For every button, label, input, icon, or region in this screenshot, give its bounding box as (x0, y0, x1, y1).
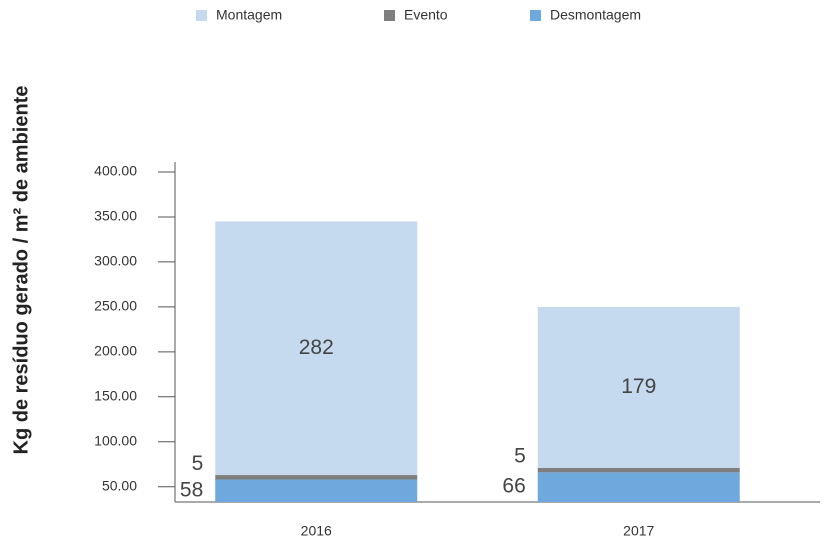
y-tick-label: 300.00 (94, 253, 137, 269)
legend-label: Evento (404, 7, 448, 23)
y-tick-label: 400.00 (94, 163, 137, 179)
bar-segment (215, 479, 418, 502)
x-tick-label: 2016 (301, 523, 332, 539)
data-label: 5 (192, 452, 204, 475)
y-tick-label: 350.00 (94, 208, 137, 224)
legend-swatch (530, 10, 541, 21)
bar-segment (537, 472, 740, 502)
data-label: 5 (514, 445, 526, 468)
data-label: 179 (621, 375, 656, 398)
y-tick-label: 50.00 (102, 477, 137, 493)
bar-segment (215, 221, 418, 476)
bar-segment (537, 306, 740, 468)
bar-segment (537, 467, 740, 473)
legend-label: Desmontagem (550, 7, 641, 23)
legend-swatch (384, 10, 395, 21)
data-label: 282 (299, 336, 334, 359)
y-tick-label: 150.00 (94, 387, 137, 403)
y-tick-label: 200.00 (94, 343, 137, 359)
legend-swatch (196, 10, 207, 21)
x-tick-label: 2017 (623, 523, 654, 539)
y-axis-label: Kg de resíduo gerado / m² de ambiente (10, 86, 32, 455)
data-label: 66 (502, 475, 525, 498)
y-tick-label: 100.00 (94, 432, 137, 448)
y-tick-label: 250.00 (94, 298, 137, 314)
bar-segment (215, 475, 418, 480)
legend-label: Montagem (216, 7, 282, 23)
data-label: 58 (180, 478, 203, 501)
